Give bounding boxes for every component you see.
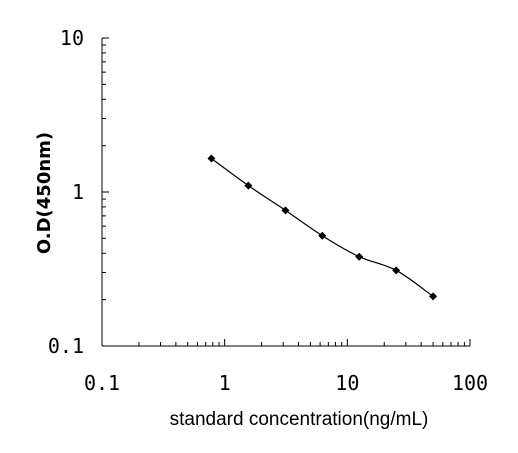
data-point <box>207 154 216 163</box>
x-tick-label: 1 <box>219 371 231 395</box>
y-tick-label: 1 <box>72 180 84 204</box>
y-tick-label: 10 <box>60 26 84 50</box>
data-point <box>355 252 364 261</box>
x-tick-label: 100 <box>452 371 488 395</box>
data-point <box>244 181 253 190</box>
data-point <box>281 206 290 215</box>
axes <box>101 38 470 347</box>
series-line <box>211 158 434 297</box>
series <box>207 154 438 301</box>
x-axis-title: standard concentration(ng/mL) <box>170 409 429 430</box>
data-point <box>429 292 438 301</box>
data-point <box>318 231 327 240</box>
ticks: 0.1 1 10 0.1 1 10 100 <box>48 26 488 395</box>
x-tick-label: 10 <box>335 371 359 395</box>
y-tick-label: 0.1 <box>48 334 84 358</box>
labels: standard concentration(ng/mL) O.D(450nm) <box>34 132 428 430</box>
y-axis-title: O.D(450nm) <box>34 132 55 254</box>
data-point <box>392 266 401 275</box>
x-tick-label: 0.1 <box>84 371 120 395</box>
